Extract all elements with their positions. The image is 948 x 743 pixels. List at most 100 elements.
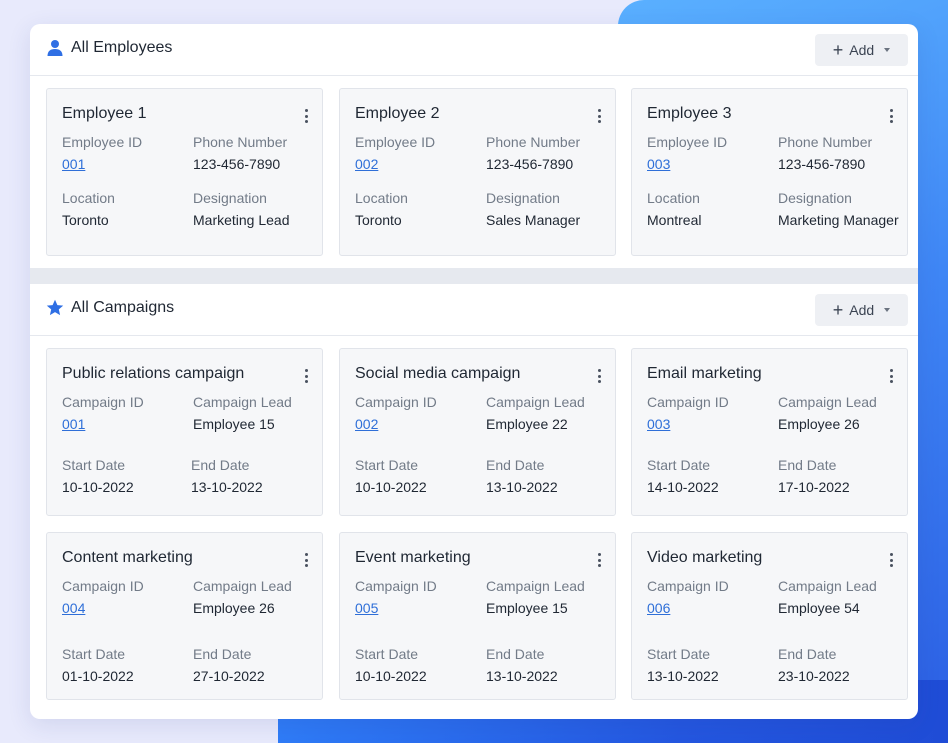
location-label: Location xyxy=(355,190,408,206)
campaign-lead-field: Campaign Lead Employee 26 xyxy=(193,578,292,616)
add-employee-button[interactable]: + Add xyxy=(815,34,908,66)
chevron-down-icon xyxy=(884,308,891,312)
designation-value: Sales Manager xyxy=(486,212,581,228)
chevron-down-icon xyxy=(884,48,891,52)
campaign-name: Social media campaign xyxy=(355,365,521,382)
start-date-label: Start Date xyxy=(355,646,419,662)
campaign-card[interactable]: Public relations campaign Campaign ID 00… xyxy=(46,348,323,516)
designation-label: Designation xyxy=(193,190,267,206)
end-date-label: End Date xyxy=(778,646,837,662)
campaign-id-value[interactable]: 006 xyxy=(647,600,671,616)
more-options-icon[interactable] xyxy=(889,109,893,123)
campaign-lead-value: Employee 26 xyxy=(778,416,860,432)
employee-id-field: Employee ID 001 xyxy=(62,134,142,172)
start-date-value: 10-10-2022 xyxy=(355,479,427,495)
campaign-name: Video marketing xyxy=(647,549,763,566)
campaign-lead-value: Employee 22 xyxy=(486,416,568,432)
add-employee-label: Add xyxy=(849,42,875,58)
campaign-id-value[interactable]: 002 xyxy=(355,416,379,432)
phone-number-label: Phone Number xyxy=(486,134,581,150)
designation-field: Designation Marketing Lead xyxy=(193,190,290,228)
campaign-id-label: Campaign ID xyxy=(62,578,144,594)
more-options-icon[interactable] xyxy=(889,369,893,383)
campaigns-title: All Campaigns xyxy=(71,299,175,316)
user-icon xyxy=(46,39,64,57)
employee-id-value[interactable]: 001 xyxy=(62,156,86,172)
employee-id-value[interactable]: 002 xyxy=(355,156,379,172)
end-date-label: End Date xyxy=(778,457,837,473)
end-date-value: 13-10-2022 xyxy=(486,668,558,684)
campaign-id-label: Campaign ID xyxy=(355,394,437,410)
start-date-field: Start Date 10-10-2022 xyxy=(355,646,427,684)
employee-card[interactable]: Employee 3 Employee ID 003 Phone Number … xyxy=(631,88,908,256)
designation-label: Designation xyxy=(486,190,560,206)
designation-field: Designation Sales Manager xyxy=(486,190,580,228)
campaign-id-field: Campaign ID 003 xyxy=(647,394,729,432)
campaign-id-label: Campaign ID xyxy=(62,394,144,410)
campaign-card[interactable]: Content marketing Campaign ID 004 Campai… xyxy=(46,532,323,700)
more-options-icon[interactable] xyxy=(597,369,601,383)
location-field: Location Toronto xyxy=(355,190,408,228)
more-options-icon[interactable] xyxy=(597,553,601,567)
more-options-icon[interactable] xyxy=(304,369,308,383)
more-options-icon[interactable] xyxy=(304,553,308,567)
campaign-id-label: Campaign ID xyxy=(647,578,729,594)
campaign-id-value[interactable]: 005 xyxy=(355,600,379,616)
employee-name: Employee 3 xyxy=(647,105,732,122)
campaign-id-value[interactable]: 004 xyxy=(62,600,86,616)
app-window: All Employees + Add Employee 1 Employee … xyxy=(30,24,918,719)
start-date-field: Start Date 10-10-2022 xyxy=(355,457,427,495)
employee-card[interactable]: Employee 2 Employee ID 002 Phone Number … xyxy=(339,88,616,256)
more-options-icon[interactable] xyxy=(597,109,601,123)
end-date-value: 23-10-2022 xyxy=(778,668,850,684)
employee-id-field: Employee ID 003 xyxy=(647,134,727,172)
end-date-label: End Date xyxy=(486,457,545,473)
end-date-label: End Date xyxy=(486,646,545,662)
campaign-lead-field: Campaign Lead Employee 54 xyxy=(778,578,877,616)
campaign-id-field: Campaign ID 001 xyxy=(62,394,144,432)
end-date-field: End Date 13-10-2022 xyxy=(486,457,558,495)
add-campaign-label: Add xyxy=(849,302,875,318)
campaign-lead-label: Campaign Lead xyxy=(193,578,292,594)
designation-value: Marketing Manager xyxy=(778,212,899,228)
campaign-name: Content marketing xyxy=(62,549,193,566)
star-icon xyxy=(46,299,64,317)
campaign-card[interactable]: Email marketing Campaign ID 003 Campaign… xyxy=(631,348,908,516)
start-date-label: Start Date xyxy=(647,646,711,662)
end-date-value: 13-10-2022 xyxy=(191,479,263,495)
plus-icon: + xyxy=(832,300,844,320)
campaign-card[interactable]: Event marketing Campaign ID 005 Campaign… xyxy=(339,532,616,700)
start-date-label: Start Date xyxy=(62,457,126,473)
start-date-value: 13-10-2022 xyxy=(647,668,719,684)
location-field: Location Montreal xyxy=(647,190,701,228)
start-date-field: Start Date 01-10-2022 xyxy=(62,646,134,684)
campaign-lead-value: Employee 54 xyxy=(778,600,860,616)
campaign-id-value[interactable]: 001 xyxy=(62,416,86,432)
end-date-field: End Date 23-10-2022 xyxy=(778,646,850,684)
phone-number-label: Phone Number xyxy=(778,134,873,150)
end-date-field: End Date 17-10-2022 xyxy=(778,457,850,495)
start-date-field: Start Date 13-10-2022 xyxy=(647,646,719,684)
start-date-label: Start Date xyxy=(647,457,711,473)
campaign-lead-label: Campaign Lead xyxy=(778,578,877,594)
add-campaign-button[interactable]: + Add xyxy=(815,294,908,326)
end-date-value: 13-10-2022 xyxy=(486,479,558,495)
employee-id-field: Employee ID 002 xyxy=(355,134,435,172)
designation-value: Marketing Lead xyxy=(193,212,290,228)
campaign-card[interactable]: Video marketing Campaign ID 006 Campaign… xyxy=(631,532,908,700)
campaign-lead-field: Campaign Lead Employee 26 xyxy=(778,394,877,432)
employee-id-label: Employee ID xyxy=(355,134,436,150)
campaign-lead-label: Campaign Lead xyxy=(486,578,585,594)
campaign-id-value[interactable]: 003 xyxy=(647,416,671,432)
location-field: Location Toronto xyxy=(62,190,115,228)
employee-card[interactable]: Employee 1 Employee ID 001 Phone Number … xyxy=(46,88,323,256)
more-options-icon[interactable] xyxy=(304,109,308,123)
campaign-lead-field: Campaign Lead Employee 15 xyxy=(193,394,292,432)
campaign-card[interactable]: Social media campaign Campaign ID 002 Ca… xyxy=(339,348,616,516)
location-value: Toronto xyxy=(355,212,402,228)
employee-id-value[interactable]: 003 xyxy=(647,156,671,172)
end-date-label: End Date xyxy=(193,646,252,662)
more-options-icon[interactable] xyxy=(889,553,893,567)
location-value: Montreal xyxy=(647,212,702,228)
campaign-lead-label: Campaign Lead xyxy=(778,394,877,410)
